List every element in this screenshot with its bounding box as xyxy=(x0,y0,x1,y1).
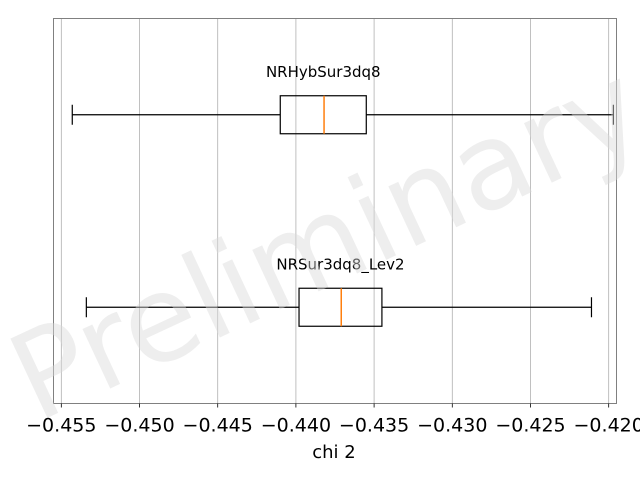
x-tick-label: −0.425 xyxy=(495,415,565,437)
x-tick-label: −0.420 xyxy=(574,415,640,437)
x-tick-label: −0.430 xyxy=(417,415,487,437)
plot-frame xyxy=(53,18,617,404)
x-axis-ticks: −0.455 −0.450 −0.445 −0.440 −0.435 −0.430 −0.4… xyxy=(26,403,640,437)
box-label: NRSur3dq8_Lev2 xyxy=(276,255,404,274)
box-group: NRSur3dq8_Lev2 xyxy=(85,255,593,327)
watermark-text: Preliminary xyxy=(0,37,640,449)
x-tick-label: −0.450 xyxy=(104,415,174,437)
box-iqr xyxy=(279,95,367,135)
x-tick-label: −0.445 xyxy=(183,415,253,437)
box-group: NRHybSur3dq8 xyxy=(71,63,614,135)
x-tick-label: −0.440 xyxy=(261,415,331,437)
x-axis-label: chi 2 xyxy=(312,442,355,463)
x-tick-label: −0.455 xyxy=(26,415,96,437)
box-label: NRHybSur3dq8 xyxy=(266,63,381,81)
grid-lines xyxy=(60,18,610,404)
box-iqr xyxy=(298,287,383,327)
x-tick-label: −0.435 xyxy=(339,415,409,437)
boxes: NRHybSur3dq8 NRSur3dq8_Lev2 xyxy=(71,63,614,327)
